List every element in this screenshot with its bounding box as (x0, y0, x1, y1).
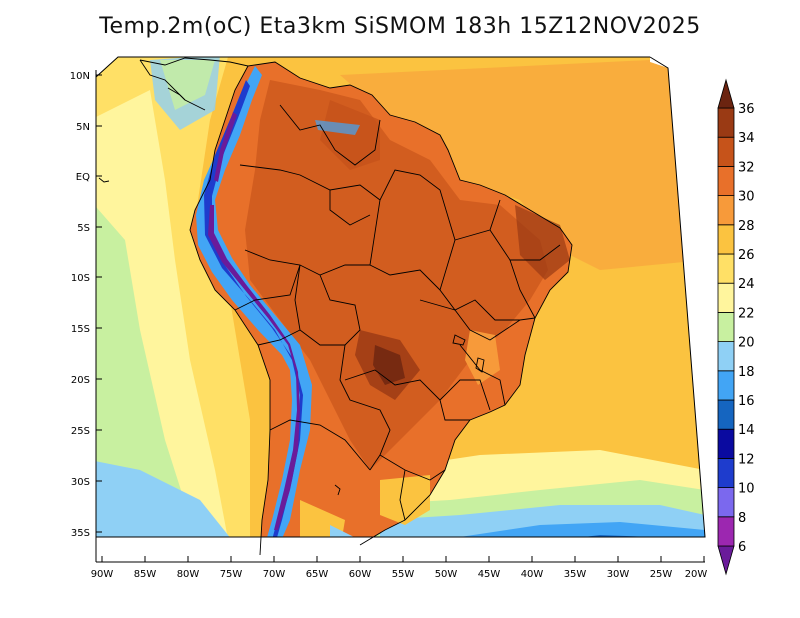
lon-label: 70W (263, 569, 286, 580)
lat-axis: 10N 5N EQ 5S 10S 15S 20S 25S 30S 35S (70, 71, 102, 539)
lat-label: 30S (71, 477, 90, 488)
lon-tick: 30W (607, 556, 630, 580)
lat-label: 15S (71, 324, 90, 335)
colorbar-segment (717, 282, 735, 313)
lon-label: 60W (349, 569, 372, 580)
map-frame-right (96, 56, 706, 538)
lat-tick: EQ (76, 172, 102, 183)
lon-label: 25W (650, 569, 673, 580)
map-title: Temp.2m(oC) Eta3km SiSMOM 183h 15Z12NOV2… (99, 14, 701, 39)
colorbar-segment (717, 136, 735, 167)
colorbar-label: 32 (738, 160, 755, 175)
lon-label: 45W (478, 569, 501, 580)
lon-tick: 75W (220, 556, 243, 580)
colorbar-segment (717, 195, 735, 226)
colorbar-label: 18 (738, 365, 755, 380)
lon-label: 55W (392, 569, 415, 580)
lat-tick: 5S (77, 223, 102, 234)
lat-tick: 25S (71, 426, 102, 437)
lat-tick: 35S (71, 528, 102, 539)
colorbar-label: 14 (738, 423, 755, 438)
lon-label: 20W (685, 569, 708, 580)
colorbar-segment (717, 428, 735, 459)
colorbar-label: 36 (738, 102, 755, 117)
lon-tick: 40W (521, 556, 544, 580)
lon-label: 85W (134, 569, 157, 580)
colorbar-label: 6 (738, 540, 746, 555)
colorbar-label: 26 (738, 248, 755, 263)
colorbar-segment (717, 399, 735, 430)
colorbar-label: 22 (738, 306, 755, 321)
colorbar-label: 24 (738, 277, 755, 292)
lon-axis: 90W 85W 80W 75W 70W 65W 60W 55W 50W 45W … (91, 556, 708, 580)
lat-tick: 15S (71, 324, 102, 335)
colorbar-label: 12 (738, 452, 755, 467)
colorbar-label: 28 (738, 219, 755, 234)
lon-tick: 45W (478, 556, 501, 580)
lon-tick: 50W (435, 556, 458, 580)
lat-label: 35S (71, 528, 90, 539)
lon-tick: 70W (263, 556, 286, 580)
lon-label: 90W (91, 569, 114, 580)
lon-tick: 90W (91, 556, 114, 580)
uruguay-region (380, 475, 430, 525)
colorbar-label: 10 (738, 482, 755, 497)
lat-label: 5S (77, 223, 90, 234)
colorbar-segment (717, 165, 735, 196)
lon-tick: 25W (650, 556, 673, 580)
lon-tick: 20W (685, 556, 708, 580)
colorbar-segment (717, 253, 735, 284)
lon-label: 65W (306, 569, 329, 580)
colorbar-segment (717, 457, 735, 488)
colorbar-label: 30 (738, 190, 755, 205)
colorbar-segment (717, 107, 735, 138)
colorbar-segment (717, 516, 735, 547)
lon-label: 40W (521, 569, 544, 580)
colorbar-segment (717, 311, 735, 342)
lat-label: 10N (70, 71, 90, 82)
colorbar-label: 20 (738, 336, 755, 351)
lat-tick: 20S (71, 375, 102, 386)
colorbar-segment (717, 370, 735, 401)
lat-label: 25S (71, 426, 90, 437)
lat-tick: 5N (76, 122, 102, 133)
lat-label: 20S (71, 375, 90, 386)
country-borders (98, 57, 573, 556)
colorbar-segment (717, 487, 735, 518)
lon-tick: 60W (349, 556, 372, 580)
lon-label: 50W (435, 569, 458, 580)
colorbar-end-low (717, 545, 735, 576)
lon-label: 30W (607, 569, 630, 580)
lon-tick: 55W (392, 556, 415, 580)
interior-hot-zone (245, 80, 548, 470)
colorbar: 6 8 10 12 14 16 18 20 22 24 26 28 30 32 34 36 (717, 78, 755, 576)
lat-label: 10S (71, 273, 90, 284)
colorbar-label: 16 (738, 394, 755, 409)
colorbar-segment (717, 224, 735, 255)
lon-label: 75W (220, 569, 243, 580)
lon-tick: 65W (306, 556, 329, 580)
lat-tick: 10S (71, 273, 102, 284)
lon-tick: 35W (564, 556, 587, 580)
colorbar-segment (717, 341, 735, 372)
colorbar-label: 34 (738, 131, 755, 146)
lon-label: 35W (564, 569, 587, 580)
pacific-cooler-field (96, 200, 200, 537)
pacific-cold-field (96, 460, 240, 537)
colorbar-end-high (717, 78, 735, 109)
lon-tick: 85W (134, 556, 157, 580)
map-field (96, 57, 705, 537)
lat-label: EQ (76, 172, 90, 183)
colorbar-label: 8 (738, 511, 746, 526)
lon-label: 80W (177, 569, 200, 580)
lon-tick: 80W (177, 556, 200, 580)
lat-tick: 10N (70, 71, 102, 82)
andes-cold-ridge (196, 66, 312, 537)
lat-label: 5N (76, 122, 90, 133)
lat-tick: 30S (71, 477, 102, 488)
